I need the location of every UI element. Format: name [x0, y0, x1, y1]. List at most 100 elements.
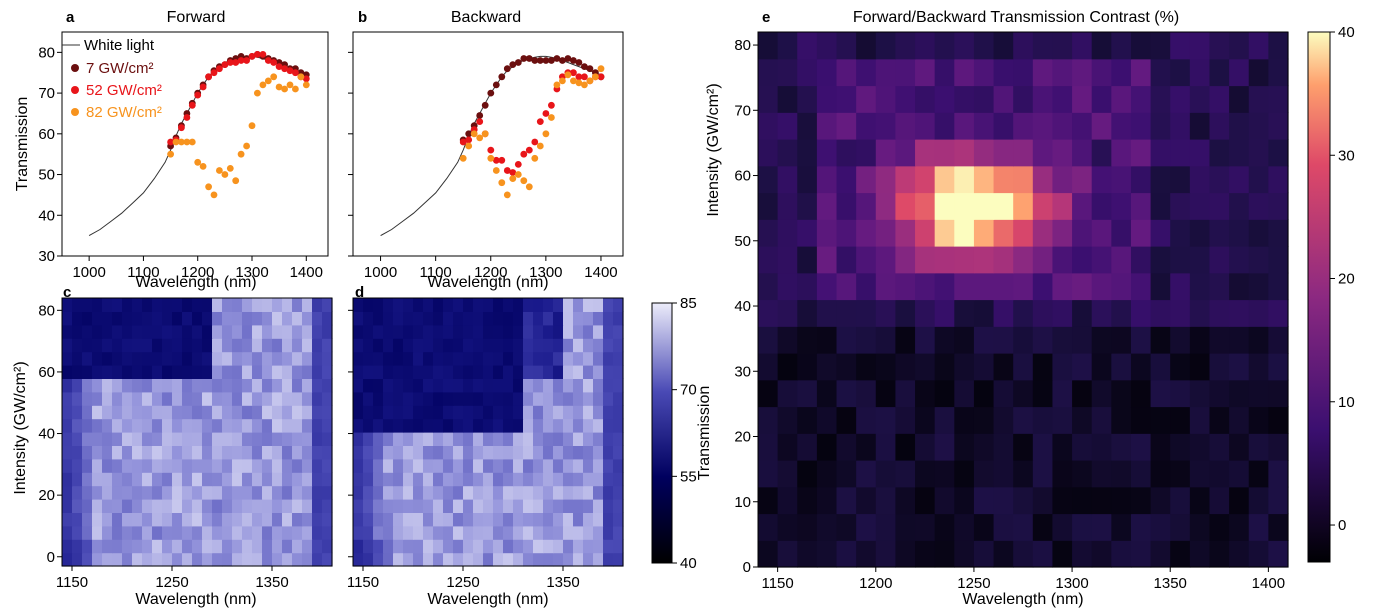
data-point [476, 134, 484, 142]
heatmap-cell [102, 324, 113, 339]
heatmap-cell [934, 272, 955, 301]
heatmap-cell [473, 405, 484, 420]
data-point [476, 118, 484, 125]
heatmap-cell [1209, 299, 1230, 327]
heatmap-cell [453, 472, 464, 487]
heatmap-cell [503, 512, 514, 527]
heatmap-cell [573, 405, 584, 420]
legend-82-marker [71, 108, 79, 116]
heatmap-cell [1111, 379, 1132, 408]
heatmap-cell [543, 418, 554, 433]
heatmap-cell [473, 458, 484, 473]
heatmap-cell [797, 32, 818, 60]
heatmap-cell [423, 324, 434, 339]
heatmap-cell [312, 552, 323, 567]
heatmap-cell [613, 512, 624, 527]
heatmap-cell [777, 85, 798, 113]
heatmap-cell [373, 458, 384, 473]
data-point [237, 150, 245, 158]
heatmap-cell [1072, 219, 1093, 247]
heatmap-cell [563, 324, 574, 339]
heatmap-cell [895, 32, 916, 60]
heatmap-cell [102, 405, 113, 420]
data-point [259, 51, 267, 58]
heatmap-cell [1248, 246, 1269, 274]
heatmap-cell [1150, 299, 1171, 327]
heatmap-cell [363, 391, 374, 406]
heatmap-cell [503, 472, 514, 487]
heatmap-cell [132, 458, 143, 473]
heatmap-cell [373, 499, 384, 513]
heatmap-cell [312, 499, 323, 513]
heatmap-cell [443, 432, 454, 446]
heatmap-cell [573, 311, 584, 326]
heatmap-cell [973, 246, 995, 274]
heatmap-cell [202, 391, 213, 406]
heatmap-cell [473, 499, 484, 513]
data-point [509, 169, 517, 176]
heatmap-cell [152, 365, 163, 379]
heatmap-cell [1229, 246, 1250, 274]
heatmap-cell [232, 298, 243, 312]
heatmap-cell [1052, 139, 1073, 167]
heatmap-cell [777, 272, 798, 301]
heatmap-cell [1229, 540, 1250, 568]
heatmap-cell [777, 513, 798, 541]
heatmap-cell [533, 311, 544, 326]
heatmap-cell [162, 391, 173, 406]
heatmap-cell [1189, 58, 1211, 87]
heatmap-cell [1091, 272, 1112, 301]
heatmap-cell [583, 324, 594, 339]
heatmap-cell [292, 552, 303, 567]
data-point [254, 89, 261, 97]
heatmap-cell [322, 351, 333, 366]
heatmap-cell [132, 512, 143, 527]
heatmap-cell [954, 299, 975, 327]
heatmap-cell [1072, 460, 1093, 488]
heatmap-cell [433, 539, 444, 554]
heatmap-cell [443, 445, 454, 460]
heatmap-cell [282, 445, 293, 460]
heatmap-cell [433, 324, 444, 339]
heatmap-cell [122, 298, 133, 312]
heatmap-cell [212, 512, 223, 527]
heatmap-cell [132, 539, 143, 554]
heatmap-cell [122, 552, 133, 567]
heatmap-cell [1032, 112, 1054, 140]
heatmap-cell [413, 351, 424, 366]
heatmap-cell [1091, 219, 1112, 247]
heatmap-cell [102, 499, 113, 513]
heatmap-cell [513, 365, 524, 379]
heatmap-cell [1032, 433, 1054, 461]
heatmap-cell [777, 379, 798, 408]
heatmap-cell [242, 418, 253, 433]
heatmap-cell [353, 472, 364, 487]
heatmap-cell [302, 365, 313, 379]
heatmap-cell [503, 378, 514, 393]
heatmap-cell [1032, 58, 1054, 87]
heatmap-cell [1130, 246, 1152, 274]
heatmap-cell [363, 418, 374, 433]
heatmap-cell [62, 499, 73, 513]
heatmap-cell [112, 418, 123, 433]
heatmap-cell [453, 378, 464, 393]
heatmap-cell [993, 219, 1014, 247]
heatmap-cell [312, 445, 323, 460]
heatmap-cell [282, 525, 293, 540]
heatmap-cell [443, 525, 454, 540]
heatmap-cell [603, 472, 614, 487]
heatmap-cell [1032, 540, 1054, 568]
heatmap-cell [473, 324, 484, 339]
heatmap-cell [856, 353, 877, 381]
heatmap-cell [383, 338, 394, 353]
heatmap-cell [473, 298, 484, 312]
heatmap-cell [1229, 219, 1250, 247]
heatmap-cell [973, 540, 995, 568]
heatmap-cell [453, 539, 464, 554]
heatmap-cell [583, 338, 594, 353]
heatmap-cell [797, 112, 818, 140]
heatmap-cell [563, 445, 574, 460]
heatmap-cell [856, 486, 877, 515]
data-point [188, 138, 196, 146]
x-tick-label: 1300 [1055, 575, 1088, 592]
